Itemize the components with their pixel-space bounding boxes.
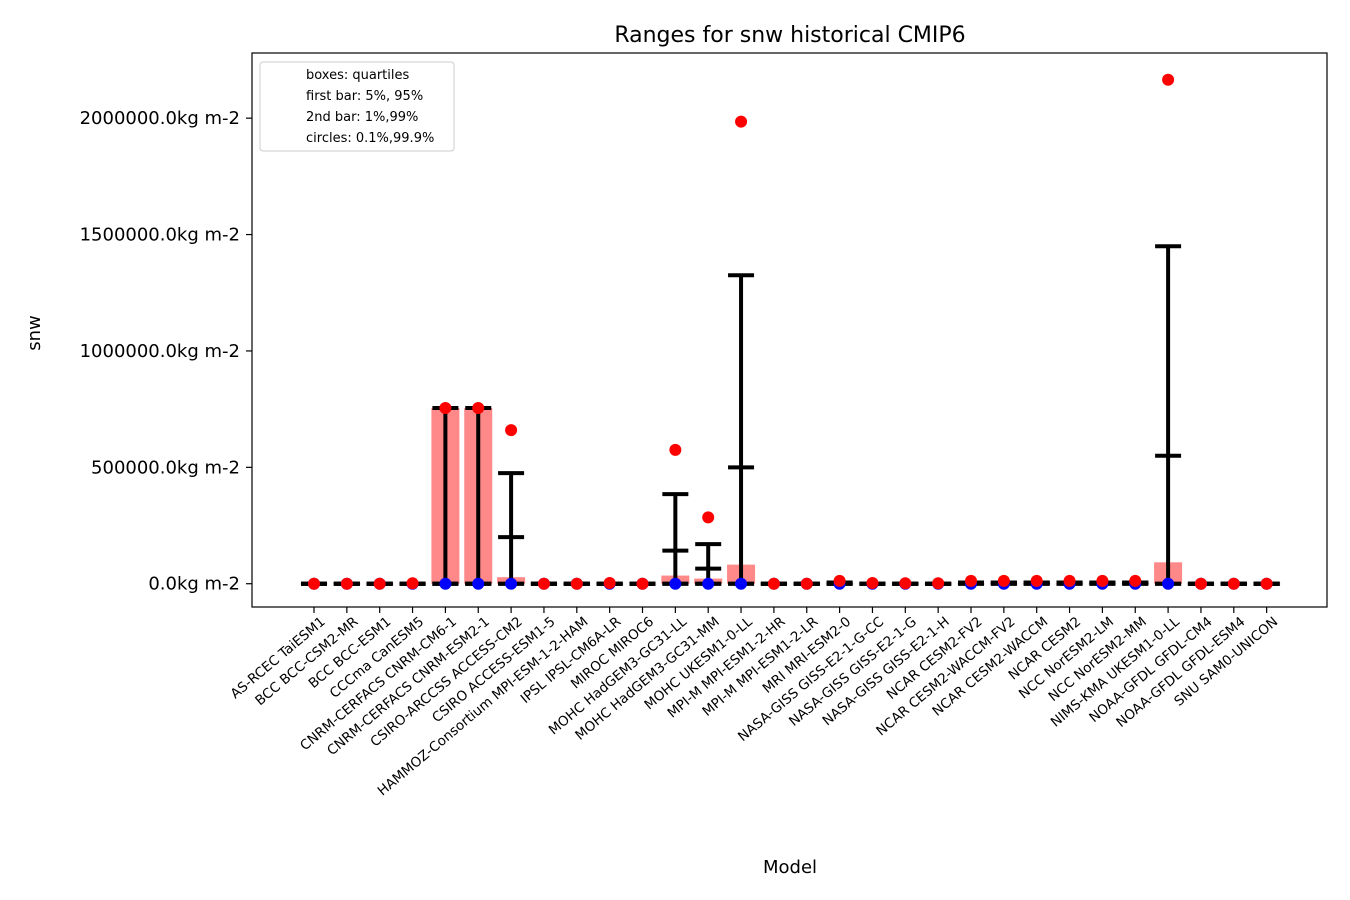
circle-p99-9	[767, 577, 780, 590]
circle-p99-9	[965, 574, 977, 587]
circle-p0-1	[735, 577, 748, 590]
circle-p99-9	[537, 577, 550, 590]
circle-p0-1	[669, 577, 682, 590]
legend-entry-circles: circles: 0.1%,99.9%	[306, 131, 434, 146]
circle-p99-9	[899, 577, 912, 590]
legend-box	[259, 61, 455, 152]
circle-p99-9	[406, 577, 419, 590]
circle-p99-9	[866, 577, 879, 590]
legend-entry-first-bar: first bar: 5%, 95%	[306, 89, 423, 104]
circle-p99-9	[1227, 577, 1240, 590]
circle-p0-1	[1162, 577, 1175, 590]
circle-p99-9	[800, 577, 813, 590]
y-tick-label: 500000.0kg m-2	[91, 457, 240, 478]
circle-p99-9	[636, 577, 649, 590]
circle-p99-9	[373, 577, 386, 590]
y-tick-label: 0.0kg m-2	[148, 574, 240, 595]
plot-marks	[300, 73, 1281, 590]
x-axis-label: Model	[763, 857, 817, 878]
circle-p99-9	[570, 577, 583, 590]
circle-p99-9	[1096, 574, 1109, 587]
circle-p99-9	[735, 115, 748, 128]
y-tick-label: 1000000.0kg m-2	[80, 341, 240, 362]
circle-p99-9	[308, 577, 320, 590]
plot-frame	[251, 52, 1328, 608]
circle-p99-9	[997, 574, 1010, 587]
circle-p99-9	[472, 401, 485, 414]
y-axis-label: snw	[24, 315, 45, 351]
circle-p0-1	[505, 577, 518, 590]
legend-entry-quartiles: boxes: quartiles	[306, 68, 410, 83]
y-tick-label: 1500000.0kg m-2	[80, 225, 240, 246]
circle-p0-1	[439, 577, 452, 590]
legend: boxes: quartiles first bar: 5%, 95% 2nd …	[259, 61, 455, 152]
circle-p99-9	[833, 574, 846, 587]
y-axis: 0.0kg m-2 500000.0kg m-2 1000000.0kg m-2 15…	[80, 108, 252, 595]
legend-entry-second-bar: 2nd bar: 1%,99%	[306, 110, 418, 125]
circle-p99-9	[1194, 577, 1207, 590]
circle-p99-9	[340, 577, 353, 590]
circle-p99-9	[669, 443, 682, 456]
circle-p99-9	[1162, 73, 1175, 86]
circle-p99-9	[1129, 574, 1142, 587]
circle-p99-9	[1063, 574, 1076, 587]
circle-p99-9	[603, 577, 616, 590]
circle-p99-9	[1260, 577, 1273, 590]
circle-p99-9	[702, 511, 715, 524]
y-tick-label: 2000000.0kg m-2	[80, 108, 240, 129]
circle-p99-9	[932, 577, 945, 590]
circle-p99-9	[505, 424, 518, 437]
circle-p99-9	[1030, 574, 1043, 587]
chart-title: Ranges for snw historical CMIP6	[614, 23, 965, 48]
circle-p0-1	[472, 577, 485, 590]
circle-p99-9	[439, 401, 452, 414]
circle-p0-1	[702, 577, 715, 590]
